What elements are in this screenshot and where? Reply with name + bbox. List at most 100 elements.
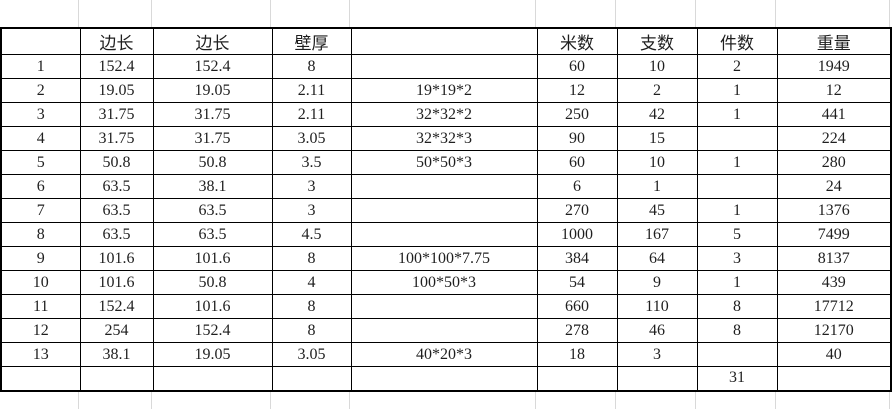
cell[interactable]: 7499 (776, 222, 892, 247)
cell[interactable] (79, 366, 154, 391)
cell[interactable]: 9 (0, 246, 81, 271)
cell[interactable]: 1 (696, 198, 778, 223)
cell[interactable]: 60 (536, 54, 618, 79)
empty-sheet-cell[interactable] (152, 0, 271, 27)
empty-sheet-cell[interactable] (616, 0, 696, 27)
cell[interactable]: 5 (696, 222, 778, 247)
cell[interactable]: 3.5 (271, 150, 352, 175)
cell[interactable] (350, 294, 538, 319)
cell[interactable] (696, 126, 778, 151)
cell[interactable]: 1000 (536, 222, 618, 247)
header-cell-bundles[interactable]: 件数 (696, 27, 778, 55)
cell[interactable]: 439 (776, 270, 892, 295)
cell[interactable]: 8 (696, 318, 778, 343)
header-cell-pieces[interactable]: 支数 (616, 27, 698, 55)
cell[interactable]: 7 (0, 198, 81, 223)
cell[interactable]: 12 (0, 318, 81, 343)
cell[interactable] (152, 366, 273, 391)
cell[interactable]: 31.75 (152, 102, 273, 127)
cell[interactable]: 8 (271, 54, 352, 79)
cell[interactable] (776, 366, 892, 391)
cell[interactable]: 167 (616, 222, 698, 247)
cell[interactable]: 54 (536, 270, 618, 295)
cell[interactable]: 32*32*2 (350, 102, 538, 127)
cell[interactable]: 101.6 (152, 294, 273, 319)
cell[interactable]: 15 (616, 126, 698, 151)
cell[interactable]: 3 (0, 102, 81, 127)
cell[interactable]: 1 (696, 78, 778, 103)
cell[interactable]: 50*50*3 (350, 150, 538, 175)
cell[interactable]: 90 (536, 126, 618, 151)
cell[interactable]: 1 (616, 174, 698, 199)
cell[interactable]: 3 (696, 246, 778, 271)
empty-sheet-cell[interactable] (0, 391, 79, 409)
empty-sheet-cell[interactable] (350, 391, 536, 409)
empty-sheet-cell[interactable] (696, 0, 776, 27)
cell[interactable] (536, 366, 618, 391)
cell[interactable]: 60 (536, 150, 618, 175)
header-cell-rownum[interactable] (0, 27, 81, 55)
cell[interactable]: 250 (536, 102, 618, 127)
empty-sheet-cell[interactable] (776, 391, 890, 409)
empty-sheet-cell[interactable] (152, 391, 271, 409)
empty-sheet-cell[interactable] (696, 391, 776, 409)
cell[interactable]: 8 (696, 294, 778, 319)
cell[interactable]: 4 (271, 270, 352, 295)
cell[interactable]: 19.05 (152, 342, 273, 367)
cell[interactable]: 31.75 (79, 102, 154, 127)
cell[interactable]: 2 (616, 78, 698, 103)
cell[interactable]: 280 (776, 150, 892, 175)
cell[interactable]: 100*50*3 (350, 270, 538, 295)
cell[interactable]: 64 (616, 246, 698, 271)
cell[interactable]: 38.1 (152, 174, 273, 199)
cell[interactable]: 152.4 (79, 54, 154, 79)
cell[interactable]: 24 (776, 174, 892, 199)
cell[interactable]: 17712 (776, 294, 892, 319)
cell[interactable]: 63.5 (152, 222, 273, 247)
cell[interactable]: 5 (0, 150, 81, 175)
cell[interactable]: 31.75 (79, 126, 154, 151)
cell[interactable]: 270 (536, 198, 618, 223)
cell[interactable]: 224 (776, 126, 892, 151)
cell[interactable]: 12 (536, 78, 618, 103)
cell[interactable]: 384 (536, 246, 618, 271)
cell[interactable]: 152.4 (79, 294, 154, 319)
header-cell-meters[interactable]: 米数 (536, 27, 618, 55)
cell[interactable]: 8 (271, 246, 352, 271)
empty-sheet-cell[interactable] (79, 391, 152, 409)
cell[interactable]: 152.4 (152, 54, 273, 79)
cell[interactable]: 38.1 (79, 342, 154, 367)
cell[interactable]: 1 (696, 150, 778, 175)
header-cell-weight[interactable]: 重量 (776, 27, 892, 55)
cell[interactable]: 110 (616, 294, 698, 319)
cell[interactable]: 2 (0, 78, 81, 103)
cell[interactable]: 3 (271, 174, 352, 199)
cell[interactable]: 1376 (776, 198, 892, 223)
cell[interactable] (271, 366, 352, 391)
cell[interactable]: 63.5 (79, 174, 154, 199)
cell[interactable]: 10 (0, 270, 81, 295)
cell[interactable]: 152.4 (152, 318, 273, 343)
header-cell-side-a[interactable]: 边长 (79, 27, 154, 55)
cell[interactable]: 441 (776, 102, 892, 127)
cell[interactable]: 8 (0, 222, 81, 247)
cell[interactable] (350, 366, 538, 391)
cell[interactable]: 4 (0, 126, 81, 151)
cell[interactable]: 3 (271, 198, 352, 223)
cell[interactable]: 31.75 (152, 126, 273, 151)
cell[interactable]: 101.6 (79, 270, 154, 295)
cell[interactable] (350, 318, 538, 343)
cell[interactable]: 10 (616, 54, 698, 79)
cell[interactable]: 40*20*3 (350, 342, 538, 367)
cell[interactable]: 8137 (776, 246, 892, 271)
cell[interactable]: 46 (616, 318, 698, 343)
cell[interactable]: 32*32*3 (350, 126, 538, 151)
cell[interactable]: 63.5 (79, 222, 154, 247)
empty-sheet-cell[interactable] (776, 0, 890, 27)
cell[interactable]: 1 (696, 270, 778, 295)
cell[interactable] (350, 222, 538, 247)
cell[interactable]: 1 (0, 54, 81, 79)
cell[interactable]: 2.11 (271, 78, 352, 103)
cell[interactable] (0, 366, 81, 391)
cell[interactable]: 254 (79, 318, 154, 343)
